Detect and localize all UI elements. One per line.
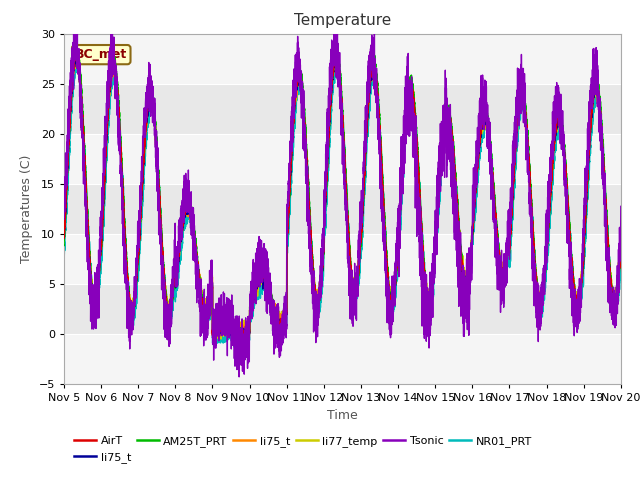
Bar <box>64 134 621 184</box>
Bar <box>64 234 621 284</box>
X-axis label: Time: Time <box>327 408 358 421</box>
Y-axis label: Temperatures (C): Temperatures (C) <box>20 155 33 263</box>
Legend: AirT, li75_t, AM25T_PRT, li75_t, li77_temp, Tsonic, NR01_PRT: AirT, li75_t, AM25T_PRT, li75_t, li77_te… <box>70 432 536 467</box>
Title: Temperature: Temperature <box>294 13 391 28</box>
Bar <box>64 34 621 84</box>
Bar <box>64 334 621 384</box>
Text: BC_met: BC_met <box>75 48 127 61</box>
